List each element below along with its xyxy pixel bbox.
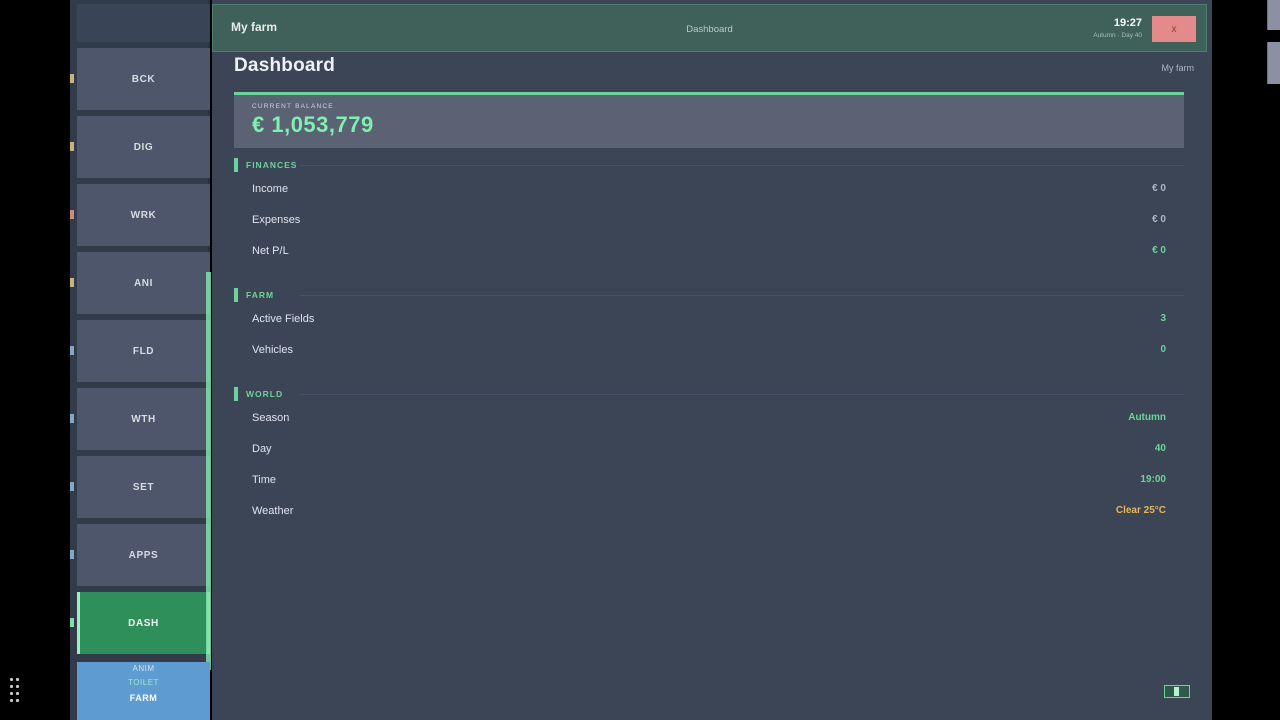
stat-label: Time: [252, 474, 277, 486]
stat-value: € 0: [1152, 183, 1166, 194]
stat-label: Day: [252, 443, 272, 455]
app-panel: My farm Dashboard 19:27 Autumn · Day 40 …: [212, 0, 1212, 720]
sidebar-item-marker: [70, 482, 74, 491]
stat-value: Autumn: [1128, 412, 1166, 423]
drag-handle-dots[interactable]: [10, 678, 22, 704]
section-accent-bar: [234, 387, 238, 401]
sidebar-item-set[interactable]: SET: [77, 456, 210, 518]
section-divider: [300, 165, 1184, 166]
stat-row: Weather Clear 25°C: [234, 505, 1184, 523]
screen-edge-chip-top[interactable]: [1267, 0, 1280, 30]
sidebar: BCK DIG WRK ANI FLD WTH SET APPS DASH ANIM TOILE…: [70, 0, 211, 720]
section-header-finances: FINANCES: [234, 158, 1184, 172]
section-accent-bar: [234, 288, 238, 302]
stat-label: Weather: [252, 505, 294, 517]
page-title: Dashboard: [234, 55, 336, 76]
stat-label: Net P/L: [252, 245, 289, 257]
sidebar-footer-line2: TOILET: [128, 678, 159, 687]
sidebar-footer-line1: ANIM: [132, 664, 155, 673]
clock-season-day: Autumn · Day 40: [1093, 32, 1142, 39]
stat-value: 3: [1160, 313, 1166, 324]
sidebar-item-dash[interactable]: DASH: [77, 592, 210, 654]
window-title: My farm: [231, 20, 278, 34]
sidebar-item-marker: [70, 550, 74, 559]
stat-row: Time 19:00: [234, 474, 1184, 492]
sidebar-item-label: DASH: [128, 617, 159, 629]
sidebar-footer-panel[interactable]: ANIM TOILET FARM: [77, 662, 210, 720]
sidebar-item-marker: [70, 618, 74, 627]
sidebar-top-cap: [77, 4, 210, 42]
stat-value: 0: [1160, 344, 1166, 355]
stat-label: Active Fields: [252, 313, 315, 325]
sidebar-item-label: SET: [132, 481, 155, 493]
sidebar-item-marker: [70, 74, 74, 83]
stat-row: Day 40: [234, 443, 1184, 461]
sidebar-item-marker: [70, 346, 74, 355]
section-divider: [300, 394, 1184, 395]
sidebar-item-fld[interactable]: FLD: [77, 320, 210, 382]
stat-value: € 0: [1152, 214, 1166, 225]
stat-row: Net P/L € 0: [234, 245, 1184, 263]
stat-value: Clear 25°C: [1115, 505, 1166, 516]
sidebar-scrollbar[interactable]: [206, 272, 211, 670]
section-label: FINANCES: [246, 160, 298, 170]
sidebar-item-label: BCK: [131, 73, 156, 85]
stat-value: 19:00: [1140, 474, 1166, 485]
stat-label: Vehicles: [252, 344, 293, 356]
section-header-farm: FARM: [234, 288, 1184, 302]
section-header-world: WORLD: [234, 387, 1184, 401]
sidebar-item-marker: [70, 210, 74, 219]
clock-time: 19:27: [1113, 17, 1142, 29]
sidebar-item-marker: [70, 142, 74, 151]
sidebar-item-apps[interactable]: APPS: [77, 524, 210, 586]
sidebar-item-marker: [70, 278, 74, 287]
sidebar-item-marker: [70, 414, 74, 423]
stat-label: Season: [252, 412, 290, 424]
sidebar-item-label: FLD: [132, 345, 155, 357]
window-center-label: Dashboard: [686, 24, 733, 35]
sidebar-item-label: WTH: [131, 413, 156, 425]
stat-value: € 0: [1152, 245, 1166, 256]
section-accent-bar: [234, 158, 238, 172]
window-clock: 19:27 Autumn · Day 40: [1093, 17, 1142, 41]
stat-row: Season Autumn: [234, 412, 1184, 430]
stat-label: Expenses: [252, 214, 301, 226]
screen-edge-chip-second[interactable]: [1267, 42, 1280, 84]
sidebar-item-label: DIG: [133, 141, 154, 153]
section-label: FARM: [246, 290, 275, 300]
sidebar-footer-line3: FARM: [129, 693, 158, 703]
stat-value: 40: [1154, 443, 1166, 454]
balance-label: CURRENT BALANCE: [252, 103, 334, 110]
section-divider: [300, 295, 1184, 296]
section-label: WORLD: [246, 389, 284, 399]
stat-row: Income € 0: [234, 183, 1184, 201]
stat-row: Active Fields 3: [234, 313, 1184, 331]
sidebar-item-wrk[interactable]: WRK: [77, 184, 210, 246]
stat-label: Income: [252, 183, 289, 195]
sidebar-item-label: ANI: [133, 277, 154, 289]
window-titlebar: My farm Dashboard 19:27 Autumn · Day 40 …: [212, 4, 1207, 52]
close-button[interactable]: x: [1152, 16, 1196, 42]
battery-fill: [1174, 687, 1179, 696]
sidebar-item-label: WRK: [130, 209, 157, 221]
tablet-device: BCK DIG WRK ANI FLD WTH SET APPS DASH ANIM TOILE…: [70, 0, 1212, 720]
sidebar-item-label: APPS: [128, 549, 159, 561]
current-balance-card: CURRENT BALANCE € 1,053,779: [234, 92, 1184, 148]
balance-value: € 1,053,779: [252, 112, 374, 137]
sidebar-item-bck[interactable]: BCK: [77, 48, 210, 110]
page-farm-name: My farm: [1161, 63, 1195, 73]
stat-row: Expenses € 0: [234, 214, 1184, 232]
sidebar-item-wth[interactable]: WTH: [77, 388, 210, 450]
sidebar-item-dig[interactable]: DIG: [77, 116, 210, 178]
stat-row: Vehicles 0: [234, 344, 1184, 362]
sidebar-item-ani[interactable]: ANI: [77, 252, 210, 314]
battery-icon: [1164, 685, 1190, 698]
